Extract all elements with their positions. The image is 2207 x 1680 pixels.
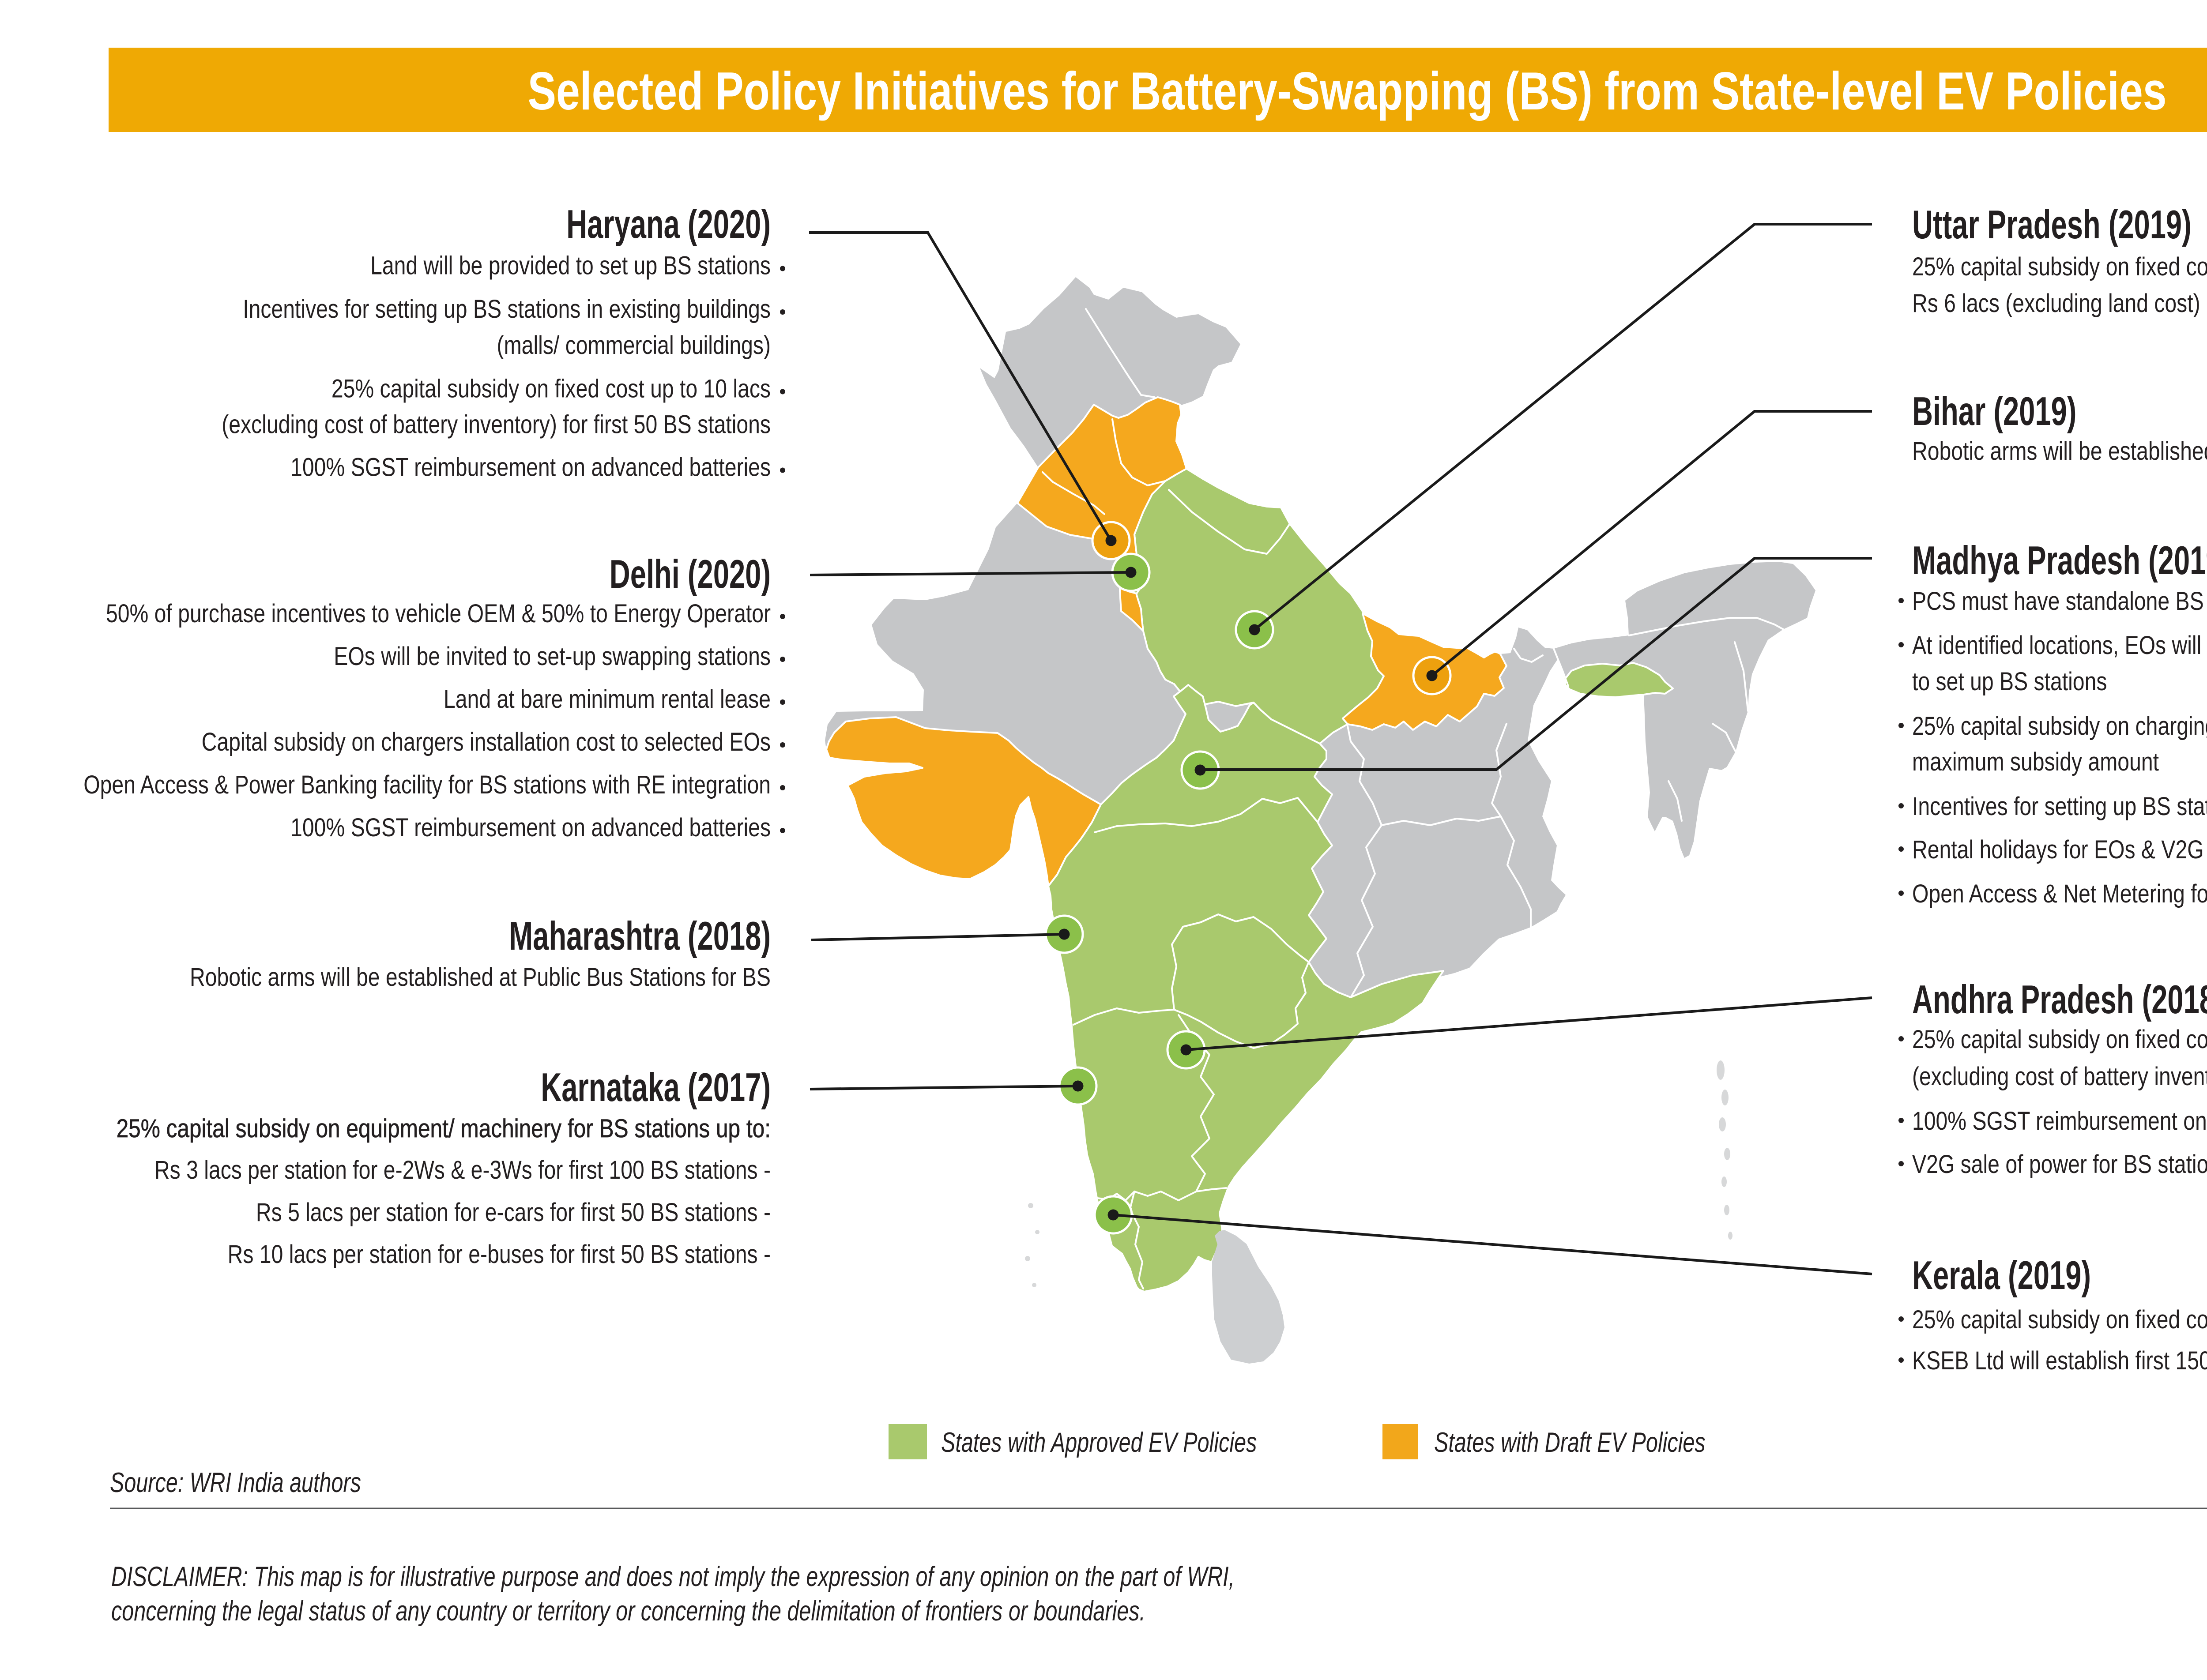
- svg-text:KSEB Ltd will establish first: KSEB Ltd will establish first 150 BS sta…: [1912, 1347, 2207, 1375]
- svg-text:25% capital subsidy on fixed c: 25% capital subsidy on fixed cost up to …: [1912, 1306, 2207, 1334]
- svg-text:Source: WRI India authors: Source: WRI India authors: [110, 1467, 361, 1498]
- svg-text:PCS must have standalone BS fa: PCS must have standalone BS facility: [1912, 587, 2207, 616]
- svg-text:25% capital subsidy on fixed c: 25% capital subsidy on fixed cost for BS…: [1912, 253, 2207, 281]
- svg-text:Rs 5 lacs per station for e-ca: Rs 5 lacs per station for e-cars for fir…: [256, 1199, 771, 1227]
- svg-text:Delhi (2020): Delhi (2020): [610, 551, 771, 596]
- svg-text:Maharashtra (2018): Maharashtra (2018): [509, 913, 771, 958]
- svg-text:Andhra Pradesh (2018): Andhra Pradesh (2018): [1912, 977, 2207, 1022]
- svg-text:Uttar Pradesh (2019): Uttar Pradesh (2019): [1912, 202, 2192, 247]
- svg-text:50% of purchase incentives to: 50% of purchase incentives to vehicle OE…: [106, 600, 771, 628]
- svg-text:Land will be provided to set u: Land will be provided to set up BS stati…: [370, 252, 771, 280]
- svg-text:concerning the legal status of: concerning the legal status of any count…: [111, 1595, 1145, 1627]
- svg-text:DISCLAIMER: This map is for il: DISCLAIMER: This map is for illustrative…: [111, 1561, 1235, 1592]
- svg-text:25% capital subsidy on chargin: 25% capital subsidy on charging equipmen…: [1912, 712, 2207, 740]
- svg-text:Robotic arms will be establish: Robotic arms will be established at Publ…: [1912, 437, 2207, 466]
- svg-text:At identified locations, EOs w: At identified locations, EOs will be inv…: [1912, 631, 2207, 660]
- svg-text:(excluding cost of battery inv: (excluding cost of battery inventory) fo…: [222, 410, 771, 439]
- svg-text:Haryana (2020): Haryana (2020): [566, 201, 771, 246]
- svg-text:Land at bare minimum rental le: Land at bare minimum rental lease: [444, 685, 771, 714]
- svg-text:Rs 3 lacs per station for e-2W: Rs 3 lacs per station for e-2Ws & e-3Ws …: [154, 1156, 771, 1184]
- svg-text:Rs 6 lacs (excluding land cost: Rs 6 lacs (excluding land cost): [1912, 289, 2200, 318]
- svg-text:25% capital subsidy on fixed c: 25% capital subsidy on fixed cost up to …: [1912, 1026, 2207, 1054]
- svg-text:Open Access & Power Banking fa: Open Access & Power Banking facility for…: [83, 771, 771, 799]
- svg-text:Capital subsidy on chargers in: Capital subsidy on chargers installation…: [202, 728, 771, 756]
- svg-text:Karnataka (2017): Karnataka (2017): [541, 1064, 771, 1109]
- svg-text:Open Access & Net Metering for: Open Access & Net Metering for BS statio…: [1912, 880, 2207, 908]
- svg-text:25% capital subsidy on equipme: 25% capital subsidy on equipment/ machin…: [117, 1114, 771, 1143]
- svg-text:(malls/ commercial buildings): (malls/ commercial buildings): [497, 331, 771, 360]
- svg-text:Kerala (2019): Kerala (2019): [1912, 1252, 2091, 1297]
- svg-text:100% SGST reimbursement on adv: 100% SGST reimbursement on advanced batt…: [290, 814, 771, 842]
- svg-text:Incentives for setting up BS s: Incentives for setting up BS stations in…: [1912, 793, 2207, 821]
- svg-text:EOs will be invited to set-up: EOs will be invited to set-up swapping s…: [334, 643, 771, 671]
- svg-text:25% capital subsidy on fixed c: 25% capital subsidy on fixed cost up to …: [331, 375, 771, 403]
- svg-text:Robotic arms will be establish: Robotic arms will be established at Publ…: [190, 963, 771, 992]
- svg-text:Rs 10 lacs per station for e-b: Rs 10 lacs per station for e-buses for f…: [228, 1240, 771, 1269]
- svg-text:Selected Policy Initiatives fo: Selected Policy Initiatives for Battery-…: [528, 61, 2167, 121]
- svg-text:100% SGST reimbursement on adv: 100% SGST reimbursement on advanced batt…: [1912, 1107, 2207, 1135]
- svg-text:to set up BS stations: to set up BS stations: [1912, 668, 2107, 696]
- svg-text:Madhya Pradesh (2019): Madhya Pradesh (2019): [1912, 537, 2207, 583]
- svg-text:maximum subsidy amount: maximum subsidy amount: [1912, 748, 2159, 776]
- svg-text:Rental holidays for EOs & V2G: Rental holidays for EOs & V2G sale of po…: [1912, 836, 2207, 864]
- svg-text:V2G sale of power for BS stati: V2G sale of power for BS stations: [1912, 1150, 2207, 1179]
- svg-text:(excluding cost of battery inv: (excluding cost of battery inventory) fo…: [1912, 1063, 2207, 1091]
- svg-text:States with Draft EV Policies: States with Draft EV Policies: [1434, 1427, 1706, 1458]
- svg-text:States with Approved EV Polici: States with Approved EV Policies: [941, 1427, 1257, 1458]
- svg-text:100% SGST reimbursement on adv: 100% SGST reimbursement on advanced batt…: [290, 453, 771, 481]
- svg-text:Bihar (2019): Bihar (2019): [1912, 388, 2076, 433]
- svg-text:Incentives for setting up BS s: Incentives for setting up BS stations in…: [243, 295, 771, 323]
